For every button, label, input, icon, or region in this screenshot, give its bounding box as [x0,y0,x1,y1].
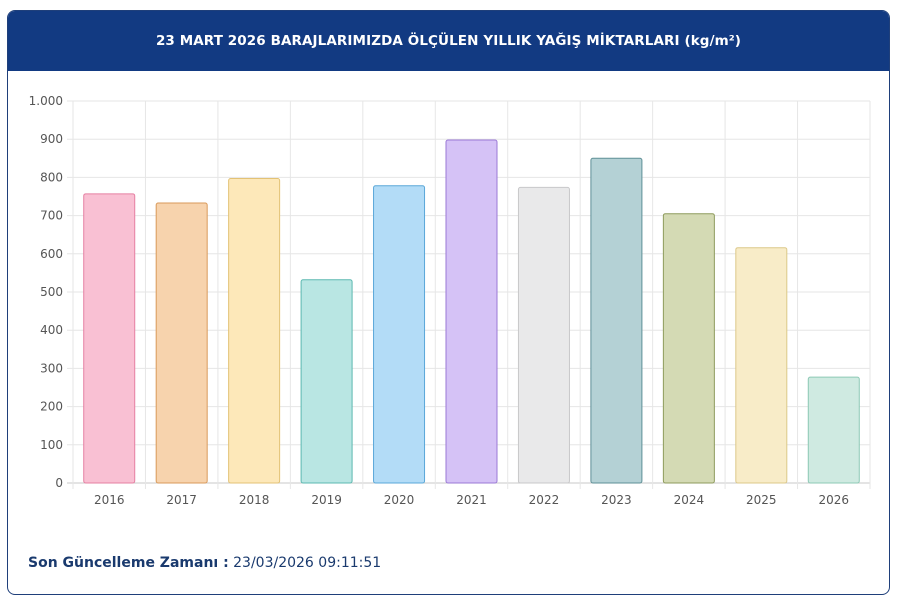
bar-2018 [228,178,281,484]
y-tick-label: 800 [40,170,63,184]
x-tick-label: 2025 [746,493,777,507]
y-axis: 0 100 200 300 400 500 600 700 800 900 1.000 [29,94,63,490]
x-tick-label: 2024 [674,493,705,507]
last-updated: Son Güncelleme Zamanı : 23/03/2026 09:11… [28,555,381,571]
chart-bars [83,139,860,484]
bar-2019 [300,279,353,484]
bar-2020 [373,185,426,484]
bar-2024 [662,213,715,484]
x-tick-label: 2018 [239,493,270,507]
y-tick-label: 300 [40,361,63,375]
bar-2017 [155,202,208,484]
last-updated-label: Son Güncelleme Zamanı : [28,555,229,571]
x-tick-label: 2020 [384,493,415,507]
x-tick-label: 2017 [166,493,197,507]
last-updated-value: 23/03/2026 09:11:51 [233,555,382,571]
x-tick-label: 2019 [311,493,342,507]
chart-title: 23 MART 2026 BARAJLARIMIZDA ÖLÇÜLEN YILL… [8,11,889,71]
x-axis: 2016 2017 2018 2019 2020 2021 2022 2023 2024 2025… [94,493,849,507]
y-tick-label: 600 [40,247,63,261]
y-tick-label: 400 [40,323,63,337]
bar-2022 [517,186,570,484]
y-tick-label: 900 [40,132,63,146]
bar-2026 [807,376,860,484]
chart-card: 23 MART 2026 BARAJLARIMIZDA ÖLÇÜLEN YILL… [7,10,890,595]
bar-2016 [83,193,136,484]
x-tick-label: 2021 [456,493,487,507]
x-tick-label: 2022 [529,493,560,507]
x-tick-label: 2016 [94,493,125,507]
y-tick-label: 700 [40,209,63,223]
y-tick-label: 0 [55,476,63,490]
y-tick-label: 500 [40,285,63,299]
bar-2023 [590,157,643,484]
y-tick-label: 100 [40,438,63,452]
x-tick-label: 2023 [601,493,632,507]
bar-2025 [735,247,788,484]
y-tick-label: 1.000 [29,94,63,108]
bar-2021 [445,139,498,484]
y-tick-label: 200 [40,400,63,414]
x-tick-label: 2026 [818,493,849,507]
